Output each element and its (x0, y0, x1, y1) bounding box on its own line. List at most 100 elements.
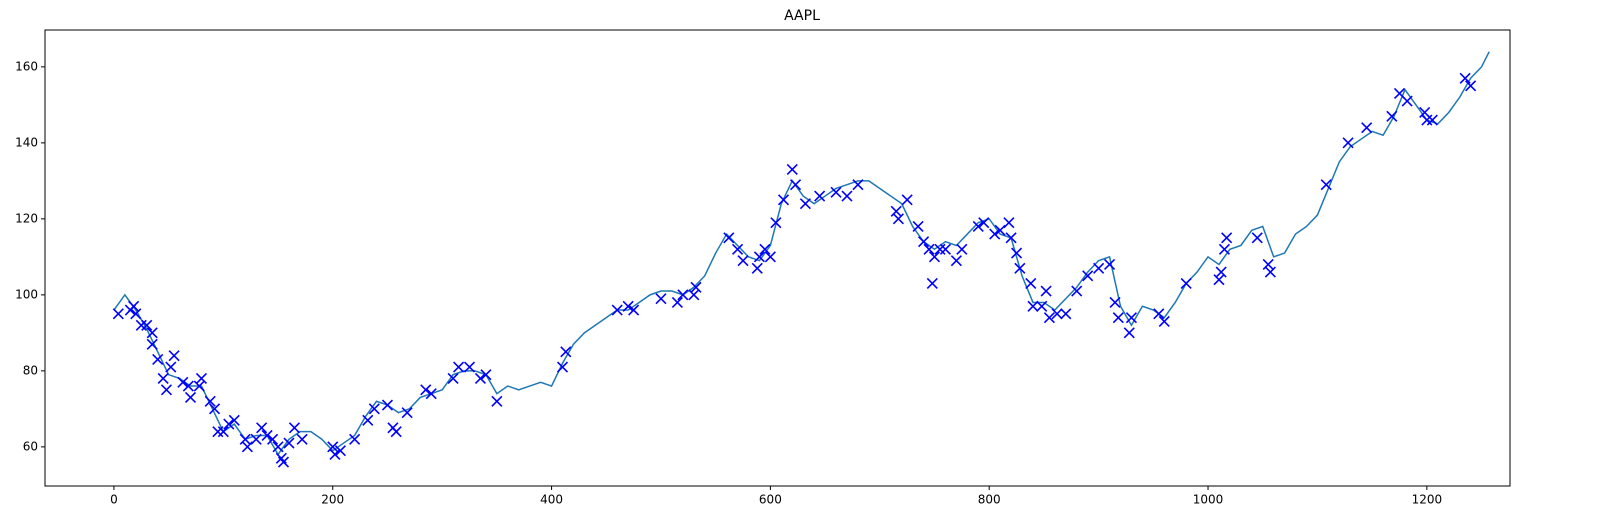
x-marker (1262, 258, 1274, 271)
x-marker (978, 217, 990, 229)
x-marker (425, 388, 437, 400)
plot-frame (44, 29, 1511, 487)
x-marker (890, 205, 902, 217)
x-marker (1060, 308, 1072, 320)
x-marker (753, 251, 766, 263)
x-marker (277, 456, 290, 468)
x-marker (972, 220, 984, 233)
y-tick-label: 160 (15, 59, 38, 73)
x-marker (474, 372, 487, 385)
x-marker (381, 399, 394, 411)
x-marker (1005, 232, 1017, 244)
x-marker (759, 243, 771, 255)
x-marker (250, 433, 262, 445)
x-marker (934, 243, 946, 255)
x-marker (1251, 232, 1263, 244)
x-marker (731, 243, 744, 255)
x-marker (146, 327, 158, 339)
x-marker (923, 243, 935, 255)
x-marker (1043, 312, 1055, 324)
x-marker (193, 380, 205, 392)
x-tick-label: 800 (978, 493, 1001, 507)
x-marker (112, 308, 124, 320)
x-marker (128, 300, 140, 312)
y-tick-label: 140 (15, 135, 38, 149)
x-marker (777, 194, 790, 206)
x-marker (1036, 300, 1048, 312)
x-marker (950, 255, 962, 267)
y-tick-label: 100 (15, 287, 38, 301)
price-line (113, 51, 1490, 456)
x-marker (184, 391, 197, 404)
x-marker (368, 403, 380, 415)
x-marker (1218, 243, 1231, 255)
x-marker (655, 293, 667, 305)
x-marker (152, 353, 164, 366)
x-marker (195, 372, 208, 385)
x-marker (1093, 262, 1105, 274)
x-marker (737, 255, 749, 267)
x-marker (939, 243, 952, 255)
x-marker (1003, 217, 1015, 229)
x-marker (182, 380, 194, 392)
x-marker (841, 190, 853, 202)
x-marker (1361, 122, 1373, 134)
x-marker (814, 190, 826, 202)
x-marker (177, 376, 189, 388)
y-tick-label: 60 (23, 439, 38, 453)
x-marker (130, 308, 142, 320)
x-marker (1158, 315, 1170, 328)
x-marker (917, 236, 930, 248)
x-marker (1103, 258, 1116, 271)
x-marker (764, 251, 776, 263)
x-marker (611, 304, 623, 316)
x-marker (1401, 95, 1413, 107)
x-marker (1386, 110, 1398, 122)
x-marker (1014, 262, 1026, 274)
x-marker (1112, 312, 1124, 324)
x-marker (296, 433, 308, 445)
x-marker (1421, 114, 1433, 126)
x-marker (160, 384, 173, 396)
x-marker (204, 395, 216, 407)
x-marker (420, 384, 432, 396)
x-marker (1320, 179, 1332, 191)
x-marker (1040, 285, 1052, 297)
x-marker (671, 296, 683, 309)
x-marker (141, 319, 153, 331)
x-marker (463, 361, 476, 373)
x-marker (956, 243, 968, 255)
x-marker (1264, 266, 1276, 278)
x-marker (256, 422, 268, 434)
x-marker (329, 448, 341, 461)
x-marker (1109, 296, 1121, 309)
x-marker (390, 426, 402, 438)
x-marker (677, 289, 689, 301)
x-marker (401, 407, 413, 419)
x-marker (334, 445, 346, 457)
x-marker (261, 429, 273, 442)
x-marker (912, 220, 924, 233)
x-marker (789, 179, 802, 191)
x-marker (560, 346, 572, 358)
x-marker (1153, 308, 1165, 320)
x-marker (212, 426, 224, 438)
x-marker (1082, 270, 1094, 282)
x-marker (830, 186, 842, 198)
x-marker (447, 372, 459, 385)
x-marker (209, 403, 221, 415)
x-marker (1025, 277, 1037, 290)
x-marker (786, 163, 798, 176)
x-marker (628, 304, 640, 316)
x-marker (267, 433, 279, 445)
x-tick-label: 200 (321, 493, 344, 507)
x-marker (1051, 308, 1063, 320)
x-marker (165, 361, 177, 373)
x-marker (622, 300, 634, 312)
x-marker (1215, 266, 1227, 278)
x-tick-label: 400 (540, 493, 563, 507)
x-marker (1213, 274, 1225, 286)
x-marker (1123, 327, 1135, 339)
x-marker (349, 433, 361, 445)
